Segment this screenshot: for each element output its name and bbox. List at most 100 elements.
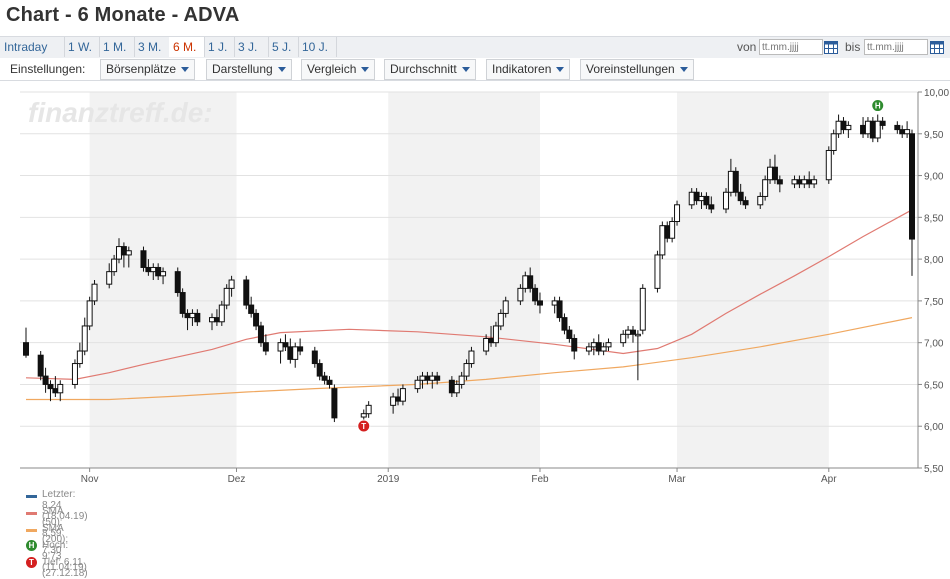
candle	[492, 321, 499, 347]
candle-body	[160, 271, 167, 277]
candle-body	[600, 346, 607, 352]
to-date-input[interactable]	[864, 39, 928, 55]
price-chart[interactable]: finanztreff.de: H T 5,50 6,00 6,50 7,00 7,50 8…	[0, 84, 950, 484]
candle-body	[488, 337, 495, 344]
calendar-icon[interactable]	[824, 40, 838, 54]
period-3y[interactable]: 3 J.	[234, 37, 269, 57]
candle	[23, 327, 29, 358]
candle	[527, 267, 534, 293]
menu-indikatoren[interactable]: Indikatoren	[486, 59, 571, 80]
candle-body	[468, 350, 475, 365]
period-3m[interactable]: 3 M.	[134, 37, 170, 57]
candle-body	[248, 304, 255, 314]
high-badge-letter: H	[875, 102, 881, 111]
legend-swatch	[26, 495, 37, 498]
menu-darstellung[interactable]: Darstellung	[206, 59, 292, 80]
candle-body	[536, 300, 543, 306]
period-1y[interactable]: 1 J.	[204, 37, 235, 57]
period-1w[interactable]: 1 W.	[64, 37, 100, 57]
period-10y[interactable]: 10 J.	[298, 37, 337, 57]
menu-voreinstellungen[interactable]: Voreinstellungen	[580, 59, 694, 80]
candle-body	[86, 300, 93, 327]
candle-body	[23, 342, 29, 356]
candle	[125, 246, 132, 268]
candle-body	[767, 166, 774, 181]
candle-body	[869, 120, 876, 139]
candle-body	[57, 383, 64, 394]
settings-bar: Einstellungen: Börsenplätze Darstellung …	[0, 58, 950, 81]
candle	[243, 275, 250, 310]
candle-body	[184, 312, 191, 319]
y-tick-label: 6,50	[924, 380, 944, 391]
y-tick-label: 8,00	[924, 255, 944, 266]
candle	[708, 196, 715, 214]
candle	[321, 371, 328, 385]
candle-body	[860, 124, 867, 135]
candle-body	[228, 279, 235, 289]
menu-boersenplaetze[interactable]: Börsenplätze	[100, 59, 196, 80]
candle-body	[796, 179, 803, 185]
from-label: von	[737, 40, 757, 54]
candle-body	[81, 325, 88, 352]
candle-body	[42, 375, 49, 385]
candle-body	[776, 179, 783, 185]
candle-body	[629, 329, 636, 335]
candle	[737, 183, 744, 205]
candle-body	[277, 342, 284, 352]
candle	[585, 342, 592, 356]
candle	[179, 288, 186, 318]
caret-down-icon	[556, 67, 565, 73]
candle	[532, 284, 539, 306]
caret-down-icon	[361, 67, 370, 73]
candle-body	[483, 337, 490, 352]
period-intraday[interactable]: Intraday	[0, 37, 65, 57]
y-tick-label: 7,50	[924, 297, 944, 308]
candle-body	[771, 166, 778, 181]
low-badge-icon: T	[26, 557, 37, 568]
candle-body	[659, 225, 666, 256]
period-6m[interactable]: 6 M.	[169, 37, 205, 57]
candle-body	[76, 350, 83, 365]
candle-body	[257, 325, 264, 344]
candle-body	[399, 388, 406, 402]
menu-vergleich[interactable]: Vergleich	[301, 59, 376, 80]
candle	[311, 346, 318, 368]
month-band	[677, 92, 829, 468]
y-tick-label: 8,50	[924, 213, 944, 224]
y-tick-label: 9,50	[924, 130, 944, 141]
candle-body	[634, 333, 641, 337]
menu-durchschnitt[interactable]: Durchschnitt	[384, 59, 476, 80]
legend-text: SMA (200): 7,30	[42, 523, 69, 556]
candle	[605, 338, 612, 352]
from-date-input[interactable]	[759, 39, 823, 55]
candle	[81, 317, 88, 356]
candle-body	[874, 120, 881, 139]
candle-body	[116, 246, 123, 260]
low-badge-letter: T	[361, 422, 366, 431]
candle	[909, 129, 915, 276]
candle-body	[37, 354, 44, 377]
x-tick-label: Apr	[821, 474, 837, 484]
month-band	[388, 92, 540, 468]
candle-body	[517, 287, 524, 302]
candle-body	[189, 312, 196, 319]
candle	[742, 196, 749, 209]
candle-body	[595, 342, 602, 352]
candle	[140, 246, 147, 272]
candle-body	[91, 283, 98, 302]
period-1m[interactable]: 1 M.	[99, 37, 135, 57]
candle	[253, 309, 260, 331]
candle	[674, 200, 681, 226]
candle-body	[551, 300, 558, 306]
candle-body	[360, 413, 367, 418]
candle-body	[194, 312, 201, 323]
period-bar: Intraday 1 W. 1 M. 3 M. 6 M. 1 J. 3 J. 5…	[0, 36, 950, 60]
candle	[757, 192, 764, 209]
period-5y[interactable]: 5 J.	[268, 37, 299, 57]
candle	[894, 121, 901, 134]
candle	[282, 334, 289, 352]
candle-body	[448, 379, 455, 394]
candle	[47, 380, 54, 402]
calendar-icon[interactable]	[930, 40, 944, 54]
legend-text: Tief: 6,11 (27.12.18)	[42, 557, 88, 579]
